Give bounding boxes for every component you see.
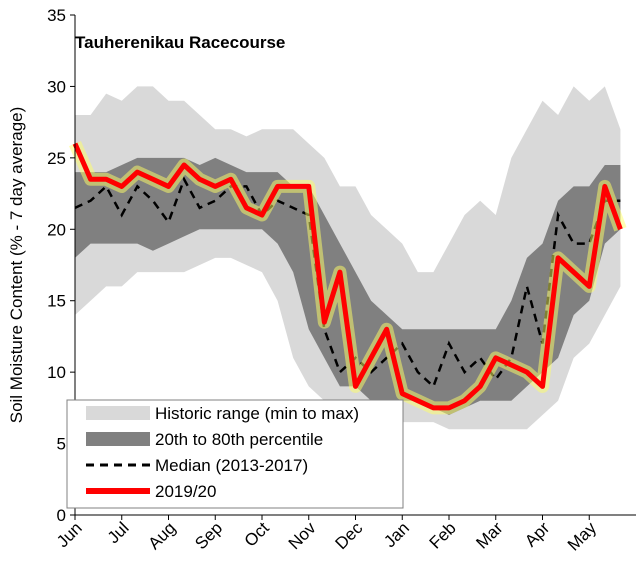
y-tick-label: 10 <box>47 363 66 382</box>
y-tick-label: 0 <box>57 506 66 525</box>
x-tick-label: May <box>564 518 600 554</box>
x-tick-label: Jul <box>104 518 133 547</box>
x-tick-label: Dec <box>332 518 367 553</box>
legend-swatch <box>86 432 150 446</box>
y-tick-label: 5 <box>57 435 66 454</box>
y-tick-label: 25 <box>47 149 66 168</box>
y-tick-label: 15 <box>47 292 66 311</box>
median-line <box>74 176 621 389</box>
x-tick-label: Aug <box>145 518 180 553</box>
x-tick-label: Oct <box>241 518 273 550</box>
legend-label: 2019/20 <box>155 482 216 501</box>
x-tick-label: Nov <box>285 518 320 553</box>
y-tick-label: 20 <box>47 220 66 239</box>
x-tick-label: Jan <box>380 518 413 551</box>
legend-label: Historic range (min to max) <box>155 404 359 423</box>
legend-label: Median (2013-2017) <box>155 456 308 475</box>
y-tick-label: 35 <box>47 6 66 25</box>
actual-line <box>72 142 623 411</box>
y-axis-label: Soil Moisture Content (% - 7 day average… <box>7 107 26 424</box>
chart-title: Tauherenikau Racecourse <box>75 33 285 52</box>
x-tick-label: Mar <box>472 518 506 552</box>
x-tick-label: Sep <box>191 518 226 553</box>
x-tick-label: Apr <box>521 518 553 550</box>
legend-label: 20th to 80th percentile <box>155 430 323 449</box>
plot-area <box>69 86 627 430</box>
legend: Historic range (min to max) 20th to 80th … <box>66 399 404 509</box>
y-tick-label: 30 <box>47 77 66 96</box>
legend-swatch <box>86 406 150 420</box>
x-tick-label: Feb <box>426 518 460 552</box>
